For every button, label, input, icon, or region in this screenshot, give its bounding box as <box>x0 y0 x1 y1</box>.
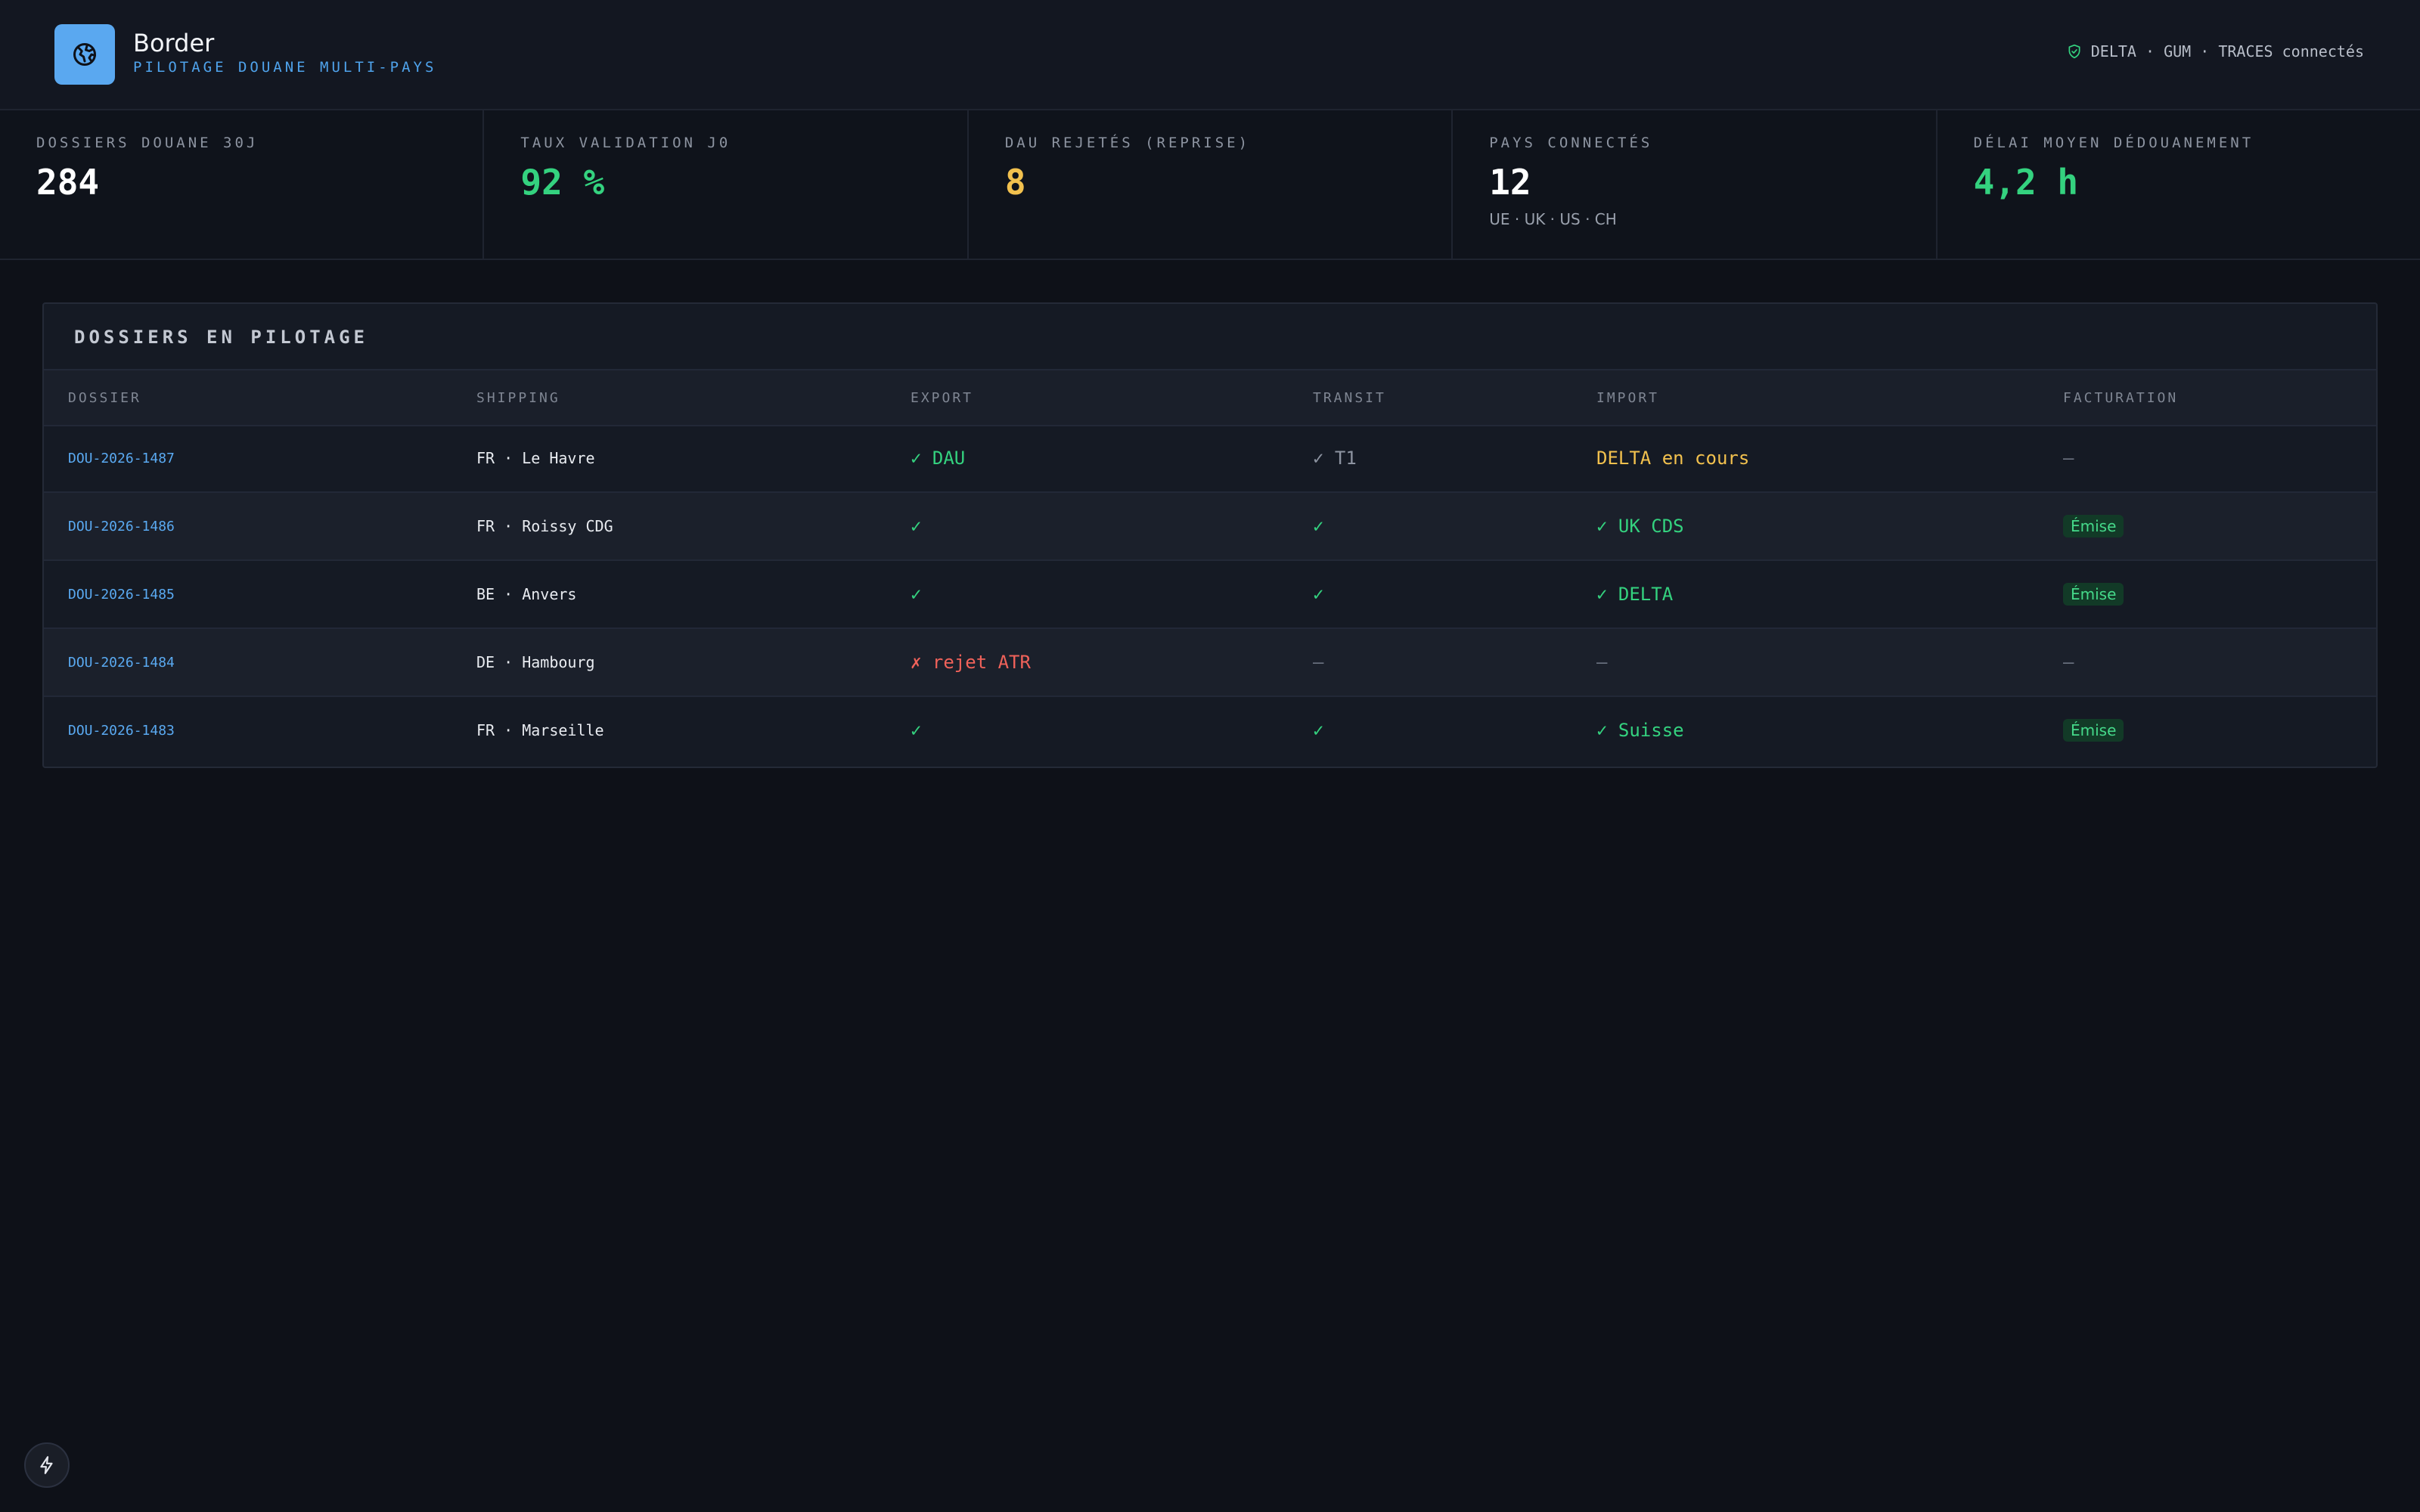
kpi-label: DÉLAI MOYEN DÉDOUANEMENT <box>1973 135 2254 151</box>
bolt-icon <box>40 1456 53 1474</box>
dossier-link[interactable]: DOU-2026-1484 <box>68 654 175 671</box>
import-status: ✓ UK CDS <box>1596 516 1684 537</box>
column-header-shipping[interactable]: SHIPPING <box>476 390 560 406</box>
kpi-dau-rejetes: DAU REJETÉS (REPRISE) 8 <box>969 110 1454 259</box>
kpi-value: 8 <box>1004 162 1026 203</box>
transit-status: — <box>1313 652 1324 673</box>
kpi-value: 92 % <box>520 162 605 203</box>
table-row[interactable]: DOU-2026-1484 DE · Hambourg ✗ rejet ATR … <box>44 629 2376 697</box>
export-status: ✓ <box>911 720 922 741</box>
shipping-cell: BE · Anvers <box>476 585 577 603</box>
column-header-export[interactable]: EXPORT <box>911 390 974 406</box>
import-status: ✓ DELTA <box>1596 584 1674 605</box>
status-badge: Émise <box>2063 583 2124 606</box>
status-badge: Émise <box>2063 719 2124 742</box>
export-status: ✓ DAU <box>911 448 966 469</box>
quick-action-button[interactable] <box>24 1442 70 1488</box>
facturation-status: Émise <box>2063 493 2124 559</box>
import-status: — <box>1596 652 1608 673</box>
connection-status-text: DELTA · GUM · TRACES connectés <box>2090 42 2364 60</box>
kpi-label: TAUX VALIDATION J0 <box>520 135 731 151</box>
table-row[interactable]: DOU-2026-1486 FR · Roissy CDG ✓ ✓ ✓ UK C… <box>44 493 2376 561</box>
facturation-status: — <box>2063 652 2074 673</box>
kpi-pays-connectes: PAYS CONNECTÉS 12 UE · UK · US · CH <box>1453 110 1938 259</box>
import-status: ✓ Suisse <box>1596 720 1684 741</box>
globe-icon <box>73 43 96 66</box>
export-status: ✗ rejet ATR <box>911 652 1031 673</box>
column-header-transit[interactable]: TRANSIT <box>1313 390 1386 406</box>
kpi-value: 12 <box>1489 162 1531 203</box>
kpi-bar: DOSSIERS DOUANE 30J 284 TAUX VALIDATION … <box>0 110 2420 260</box>
app-subtitle: PILOTAGE DOUANE MULTI-PAYS <box>133 59 437 76</box>
export-status: ✓ <box>911 584 922 605</box>
shipping-cell: FR · Roissy CDG <box>476 517 613 535</box>
facturation-status: Émise <box>2063 561 2124 627</box>
shield-check-icon <box>2068 44 2080 59</box>
import-status: DELTA en cours <box>1596 448 1750 469</box>
dossier-link[interactable]: DOU-2026-1487 <box>68 450 175 466</box>
kpi-note: UE · UK · US · CH <box>1489 210 1617 228</box>
panel-title: DOSSIERS EN PILOTAGE <box>74 327 368 348</box>
dossiers-panel: DOSSIERS EN PILOTAGE DOSSIER SHIPPING EX… <box>42 302 2378 768</box>
kpi-label: DAU REJETÉS (REPRISE) <box>1004 135 1251 151</box>
export-status: ✓ <box>911 516 922 537</box>
table-row[interactable]: DOU-2026-1483 FR · Marseille ✓ ✓ ✓ Suiss… <box>44 697 2376 765</box>
kpi-dossiers: DOSSIERS DOUANE 30J 284 <box>0 110 485 259</box>
shipping-cell: FR · Marseille <box>476 721 604 739</box>
shipping-cell: FR · Le Havre <box>476 449 595 467</box>
transit-status: ✓ <box>1313 516 1324 537</box>
dossier-link[interactable]: DOU-2026-1485 <box>68 586 175 603</box>
kpi-label: PAYS CONNECTÉS <box>1489 135 1653 151</box>
facturation-status: Émise <box>2063 697 2124 764</box>
column-header-dossier[interactable]: DOSSIER <box>68 390 141 406</box>
transit-status: ✓ <box>1313 584 1324 605</box>
kpi-label: DOSSIERS DOUANE 30J <box>36 135 259 151</box>
kpi-taux-validation: TAUX VALIDATION J0 92 % <box>484 110 969 259</box>
connection-status: DELTA · GUM · TRACES connectés <box>2067 42 2364 60</box>
status-badge: Émise <box>2063 515 2124 538</box>
table-row[interactable]: DOU-2026-1485 BE · Anvers ✓ ✓ ✓ DELTA Ém… <box>44 561 2376 629</box>
kpi-value: 4,2 h <box>1973 162 2079 203</box>
kpi-delai-moyen: DÉLAI MOYEN DÉDOUANEMENT 4,2 h <box>1938 110 2420 259</box>
facturation-status: — <box>2063 448 2074 469</box>
column-header-import[interactable]: IMPORT <box>1596 390 1660 406</box>
app-header: Border PILOTAGE DOUANE MULTI-PAYS DELTA … <box>0 0 2420 110</box>
dossier-link[interactable]: DOU-2026-1483 <box>68 722 175 739</box>
transit-status: ✓ T1 <box>1313 448 1357 469</box>
table-header: DOSSIER SHIPPING EXPORT TRANSIT IMPORT F… <box>44 369 2376 426</box>
transit-status: ✓ <box>1313 720 1324 741</box>
shipping-cell: DE · Hambourg <box>476 653 595 671</box>
app-logo[interactable] <box>54 24 115 85</box>
app-title: Border <box>133 29 215 57</box>
table-row[interactable]: DOU-2026-1487 FR · Le Havre ✓ DAU ✓ T1 D… <box>44 425 2376 493</box>
column-header-facturation[interactable]: FACTURATION <box>2063 390 2179 406</box>
dossier-link[interactable]: DOU-2026-1486 <box>68 518 175 534</box>
kpi-value: 284 <box>36 162 100 203</box>
